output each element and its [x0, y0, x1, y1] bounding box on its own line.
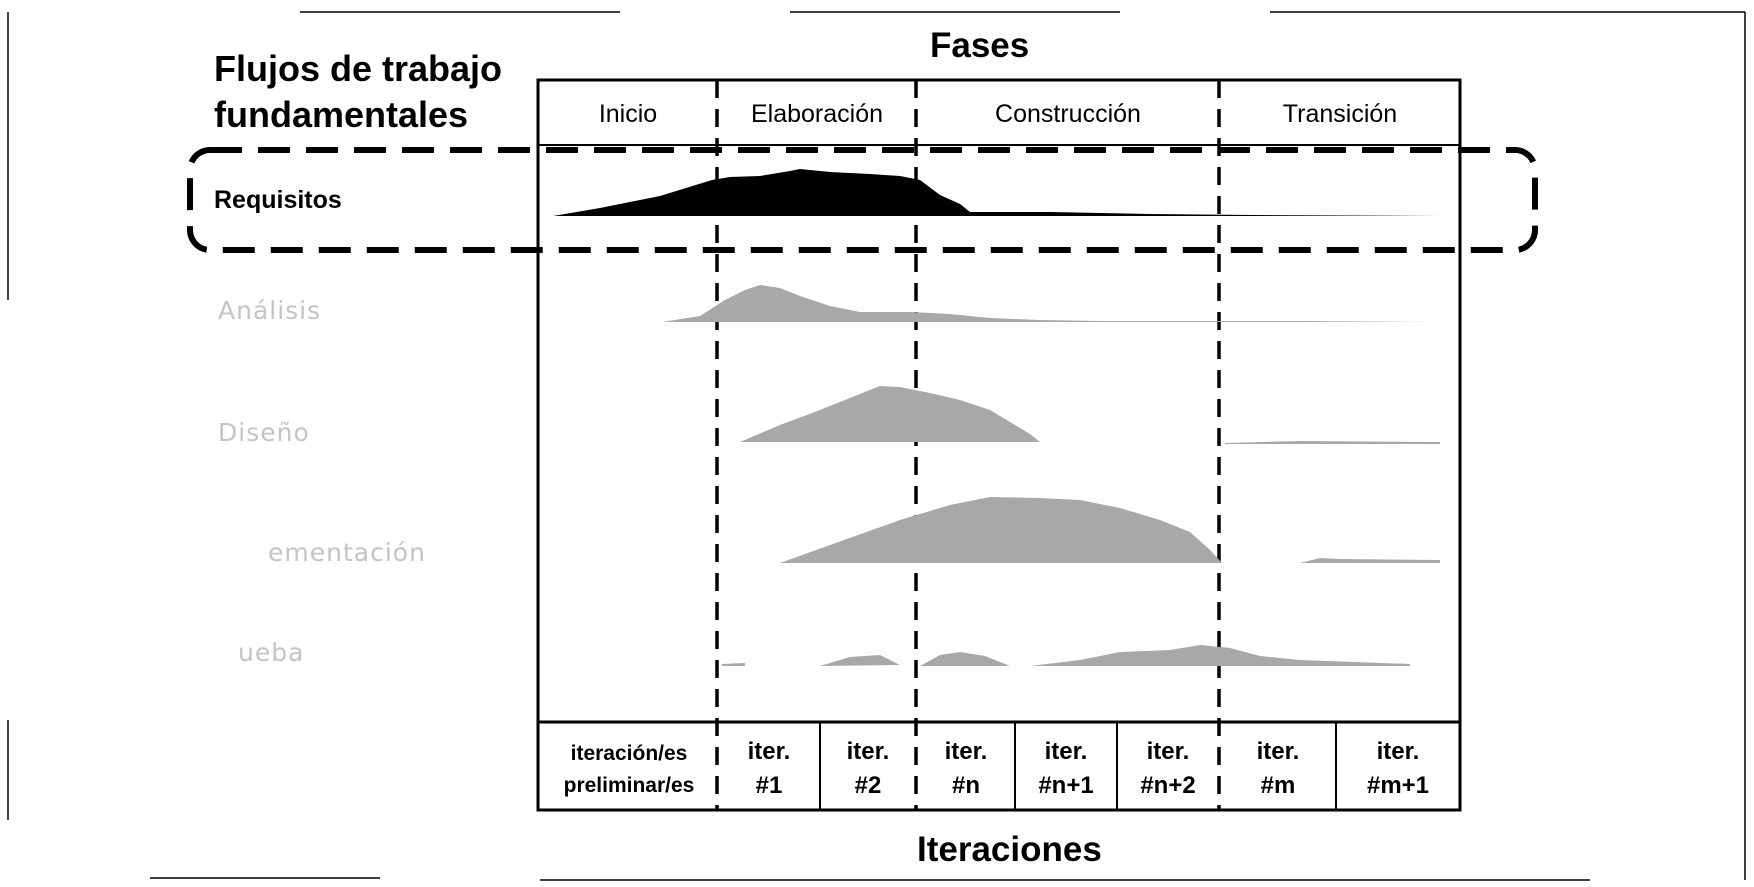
iteration-line2: #2	[854, 772, 882, 799]
scan-frame	[7, 11, 1746, 881]
iteration-label-2: iter. #2	[821, 735, 915, 809]
iteration-line1: iter.	[747, 738, 791, 765]
workflows-title-line1: Flujos de trabajo	[214, 48, 503, 89]
iteration-line1: iter.	[846, 738, 890, 765]
curve-prueba-b	[920, 652, 1010, 666]
workflow-label-analisis: Análisis	[218, 296, 322, 325]
curve-prueba-a	[820, 655, 900, 666]
iteration-line1: iter.	[1256, 738, 1300, 765]
workflows-title-line2: fundamentales	[214, 94, 469, 135]
highlight-box	[187, 147, 1538, 253]
iteration-label-m: iter. #m	[1221, 735, 1335, 809]
iteration-line2: #m	[1260, 772, 1296, 799]
workflow-label-prueba: ueba	[238, 638, 305, 667]
iteration-line1: iter.	[944, 738, 988, 765]
iterations-title: Iteraciones	[917, 830, 1102, 869]
iteration-line2: #n+1	[1038, 772, 1094, 799]
phase-grid	[536, 78, 1462, 812]
curve-analisis	[662, 285, 1440, 322]
curve-requisitos	[553, 169, 1440, 216]
phases-title: Fases	[930, 26, 1030, 65]
grid-box	[536, 78, 1462, 812]
iteration-line1: iter.	[1146, 738, 1190, 765]
iteration-line2: preliminar/es	[563, 774, 695, 797]
phase-label-elaboracion: Elaboración	[750, 100, 884, 128]
phase-label-inicio: Inicio	[598, 100, 658, 128]
iteration-line1: iteración/es	[570, 742, 688, 765]
workflow-label-implementacion: ementación	[268, 538, 426, 567]
workflow-label-requisitos: Requisitos	[214, 186, 342, 214]
workflow-curves	[553, 169, 1440, 666]
curve-implementacion-tail	[1300, 558, 1440, 563]
iteration-line2: #n+2	[1140, 772, 1196, 799]
iteration-line1: iter.	[1376, 738, 1420, 765]
curve-diseno-tail	[1225, 441, 1440, 444]
workflow-label-diseno: Diseño	[218, 418, 310, 447]
iteration-label-n1: iter. #n+1	[1016, 735, 1116, 809]
iteration-label-m1: iter. #m+1	[1337, 735, 1459, 809]
iteration-label-n: iter. #n	[918, 735, 1014, 809]
iteration-label-1: iter. #1	[719, 735, 819, 809]
iteration-label-preliminar: iteración/es preliminar/es	[542, 738, 716, 812]
curve-diseno	[740, 386, 1040, 442]
iteration-line2: #n	[951, 772, 980, 799]
iteration-line2: #1	[755, 772, 783, 799]
iteration-line1: iter.	[1044, 738, 1088, 765]
curve-prueba-d	[722, 663, 745, 666]
iteration-line2: #m+1	[1366, 772, 1430, 799]
phase-label-construccion: Construcción	[995, 100, 1141, 128]
curve-implementacion	[780, 497, 1222, 563]
phase-label-transicion: Transición	[1282, 100, 1398, 128]
iteration-label-n2: iter. #n+2	[1118, 735, 1218, 809]
curve-prueba-c	[1030, 645, 1410, 666]
